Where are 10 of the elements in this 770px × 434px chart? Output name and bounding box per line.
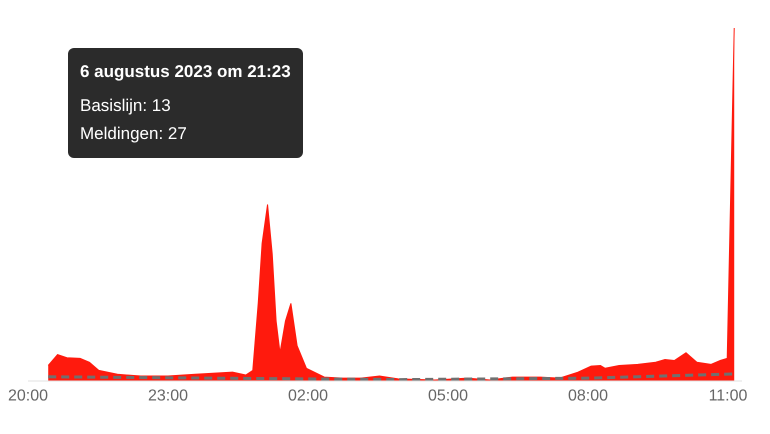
tooltip-box: 6 augustus 2023 om 21:23 Basislijn: 13 Meldingen: 27 xyxy=(68,48,303,158)
annotation: Meldingen: 27 xyxy=(80,123,188,145)
x-tick-label: 20:00 xyxy=(8,387,48,404)
x-tick-label: 11:00 xyxy=(708,387,748,404)
annotation: 6 augustus 2023 om 21:23 xyxy=(80,61,291,83)
annotation: Basislijn: 13 xyxy=(80,95,172,117)
x-tick-label: 05:00 xyxy=(428,387,468,404)
x-tick-label: 02:00 xyxy=(288,387,328,404)
x-tick-label: 08:00 xyxy=(568,387,608,404)
x-tick-label: 23:00 xyxy=(148,387,188,404)
